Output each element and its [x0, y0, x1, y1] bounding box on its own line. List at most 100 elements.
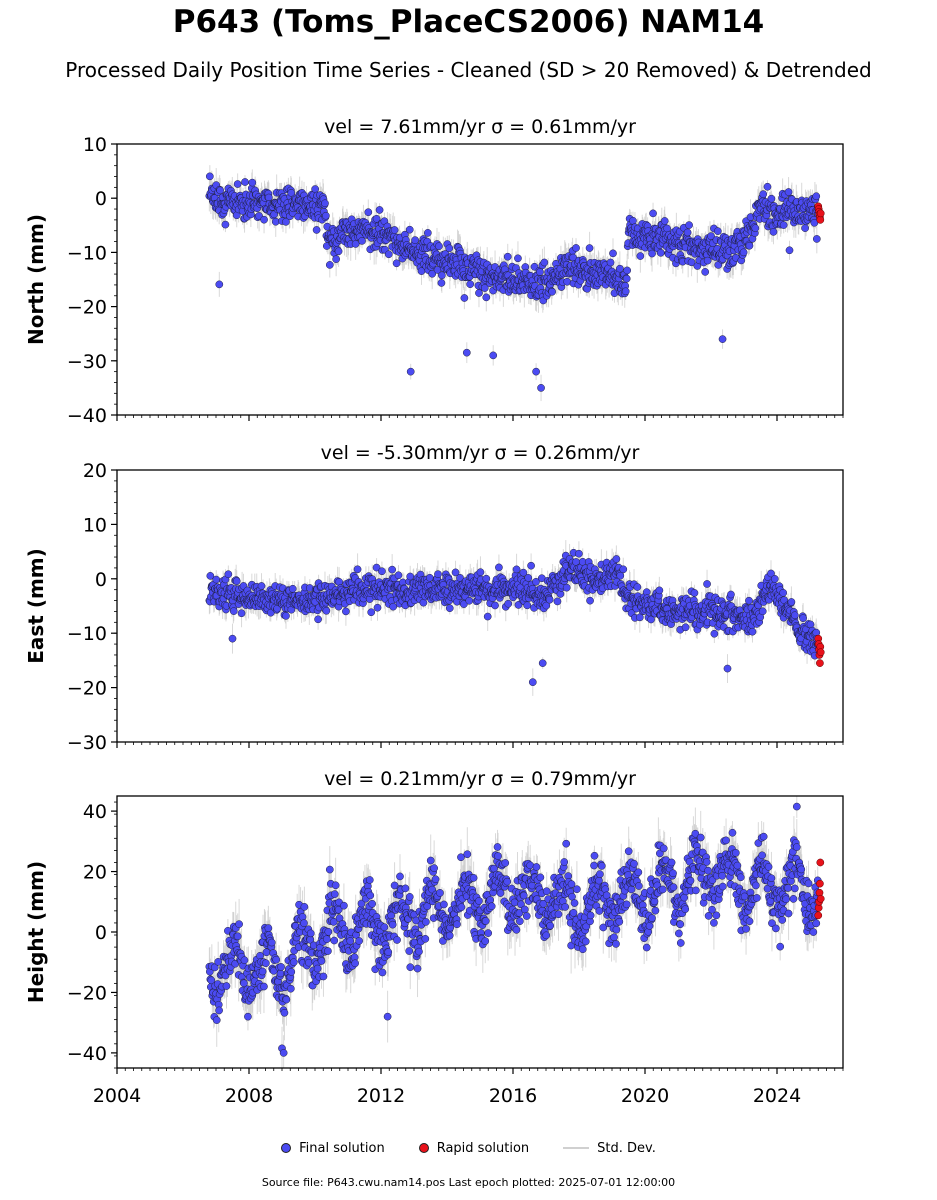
- final-point: [372, 563, 381, 572]
- final-point: [495, 563, 503, 572]
- final-point: [205, 172, 214, 181]
- final-point: [206, 572, 215, 580]
- final-point: [633, 583, 642, 591]
- final-point: [224, 570, 233, 579]
- final-point: [351, 240, 360, 248]
- plot-area: [205, 540, 825, 696]
- final-point: [405, 225, 414, 234]
- panel-title: vel = 7.61mm/yr σ = 0.61mm/yr: [324, 116, 636, 138]
- final-point: [212, 575, 221, 584]
- final-point: [572, 244, 580, 252]
- time-series-chart: −40 −30 −20 −10 0 10 vel = 7.61mm/yr σ = 0.61m…: [24, 116, 844, 1107]
- final-point: [325, 261, 334, 269]
- final-point: [392, 259, 401, 268]
- final-point: [475, 289, 483, 297]
- final-point: [384, 250, 393, 259]
- final-point: [553, 597, 562, 606]
- final-point: [465, 596, 474, 605]
- final-point: [751, 224, 760, 233]
- final-point: [215, 280, 224, 289]
- final-point: [685, 221, 693, 229]
- final-point: [428, 269, 437, 278]
- figure-title: P643 (Toms_PlaceCS2006) NAM14: [172, 4, 765, 40]
- final-point: [435, 242, 443, 251]
- final-point: [537, 384, 545, 392]
- final-point: [801, 224, 809, 232]
- final-point: [703, 580, 711, 588]
- final-point: [536, 268, 544, 276]
- final-point: [257, 582, 266, 590]
- final-point: [739, 248, 748, 257]
- y-tick-label: −20: [67, 297, 107, 319]
- final-point: [635, 613, 644, 622]
- final-point: [681, 623, 690, 632]
- y-tick-label: −10: [67, 242, 107, 264]
- final-point: [612, 555, 621, 563]
- final-point: [767, 194, 776, 203]
- final-point: [763, 182, 772, 191]
- final-point: [265, 193, 273, 202]
- final-point: [606, 258, 615, 267]
- final-point: [260, 215, 268, 224]
- final-point: [532, 367, 540, 376]
- final-point: [312, 226, 321, 234]
- final-point: [321, 199, 329, 208]
- final-point: [622, 274, 631, 283]
- final-point: [322, 211, 330, 220]
- final-point: [389, 602, 398, 611]
- final-point: [241, 178, 249, 186]
- final-point: [784, 188, 793, 196]
- final-point: [445, 604, 454, 613]
- final-point: [373, 603, 382, 612]
- y-tick-label: −40: [67, 405, 107, 427]
- final-point: [288, 584, 297, 593]
- panel-0: −40 −30 −20 −10 0 10 vel = 7.61mm/yr σ = 0.61m…: [24, 116, 844, 427]
- final-point: [540, 258, 549, 267]
- final-point: [575, 549, 583, 558]
- final-point: [563, 277, 572, 286]
- final-point: [480, 284, 489, 292]
- final-point: [656, 248, 665, 257]
- final-point: [683, 228, 692, 237]
- final-point: [489, 351, 498, 360]
- final-point: [655, 586, 664, 595]
- final-point: [616, 571, 625, 580]
- final-point: [462, 348, 471, 357]
- final-point: [609, 249, 617, 258]
- final-point: [229, 607, 238, 615]
- final-point: [282, 218, 290, 226]
- final-point: [585, 244, 594, 252]
- final-point: [707, 232, 715, 241]
- final-point: [482, 574, 491, 583]
- final-point: [437, 279, 446, 287]
- final-point: [491, 601, 499, 610]
- final-point: [769, 228, 778, 236]
- final-point: [759, 190, 768, 198]
- y-tick-label: −30: [67, 351, 107, 373]
- final-point: [745, 241, 754, 250]
- final-point: [649, 209, 657, 218]
- final-point: [221, 220, 230, 229]
- final-point: [332, 255, 340, 263]
- final-point: [406, 367, 415, 376]
- final-point: [523, 601, 532, 610]
- final-point: [248, 178, 257, 187]
- rapid-point: [816, 216, 825, 224]
- final-point: [687, 258, 696, 267]
- final-point: [438, 271, 446, 280]
- final-point: [663, 224, 671, 233]
- final-point: [621, 287, 630, 296]
- final-point: [548, 287, 556, 296]
- final-point: [411, 236, 419, 244]
- final-point: [710, 629, 719, 638]
- final-point: [623, 266, 632, 275]
- final-point: [375, 206, 384, 214]
- final-point: [390, 226, 399, 234]
- final-point: [423, 229, 432, 237]
- final-point: [378, 567, 386, 576]
- final-point: [287, 189, 296, 197]
- final-point: [519, 568, 528, 577]
- final-point: [364, 208, 373, 217]
- final-point: [619, 565, 628, 574]
- final-point: [648, 249, 656, 258]
